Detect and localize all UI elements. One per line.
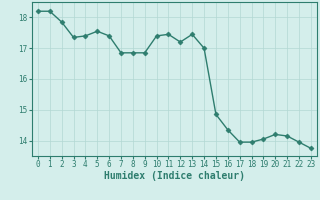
- X-axis label: Humidex (Indice chaleur): Humidex (Indice chaleur): [104, 171, 245, 181]
